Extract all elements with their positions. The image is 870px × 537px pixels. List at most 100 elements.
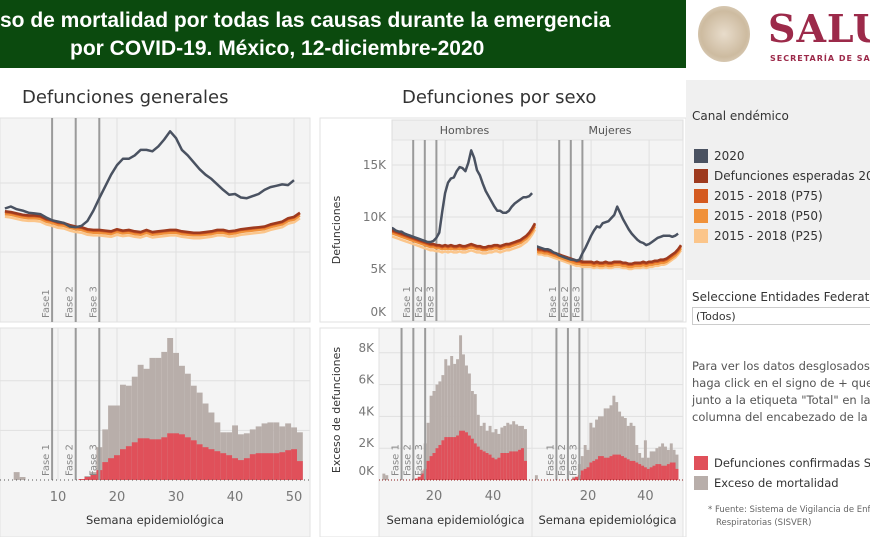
bar (618, 411, 622, 480)
bar (583, 445, 587, 480)
bar (658, 446, 662, 480)
bar (143, 438, 150, 480)
phase-label: Fase 2 (65, 444, 76, 476)
bar (453, 363, 457, 480)
phase-label: Fase1 (41, 289, 52, 318)
sex-lines-facet (536, 139, 684, 322)
phase-label: Fase 3 (88, 444, 99, 476)
bar (447, 365, 451, 480)
bar (512, 421, 516, 480)
bar (78, 479, 85, 480)
bar (586, 467, 590, 480)
bar (184, 437, 191, 480)
bar (470, 438, 474, 480)
bar (494, 459, 498, 480)
bar (456, 359, 460, 480)
bar (669, 443, 673, 480)
bar (503, 425, 507, 480)
bar (626, 459, 630, 480)
bar (432, 391, 436, 480)
bar (649, 467, 653, 480)
logo-text: SALU (768, 6, 870, 51)
bar (459, 335, 463, 480)
general-lines-panel-plot: Fase1 Fase 2 Fase 3 (0, 118, 310, 322)
legend-item-p25[interactable]: 2015 - 2018 (P25) (694, 229, 823, 245)
bar (243, 433, 250, 480)
x-axis-title: Semana epidemiológica (538, 513, 676, 527)
bar (606, 408, 610, 480)
footnote-line: * Fuente: Sistema de Vigilancia de Enfe (708, 505, 870, 515)
bar (629, 422, 633, 480)
tick-label: 0K (370, 305, 387, 319)
bar (155, 357, 162, 480)
bar (669, 462, 673, 480)
bar (296, 432, 303, 480)
bar (149, 439, 156, 480)
bar (497, 433, 501, 480)
phase-label: Fase 3 (425, 286, 436, 318)
legend-label: Defunciones confirmadas SARS (714, 456, 870, 470)
legend-item-expected[interactable]: Defunciones esperadas 201 (694, 169, 870, 185)
bar (114, 455, 120, 480)
x-axis-title: Semana epidemiológica (86, 513, 224, 527)
phase-label: Fase 1 (391, 444, 402, 476)
series-line (4, 130, 295, 229)
bar (414, 478, 418, 480)
bar (279, 452, 286, 480)
bar (179, 434, 185, 480)
bar (509, 451, 513, 480)
bar (612, 454, 616, 480)
phase-label: Fase 2 (557, 444, 568, 476)
bar (575, 476, 578, 480)
bar (196, 444, 203, 480)
bar (524, 460, 527, 480)
bar (506, 453, 510, 480)
bar (291, 449, 297, 480)
bar (623, 457, 627, 480)
bar (456, 435, 460, 480)
tick-label: 8K (358, 341, 375, 355)
bar (586, 449, 590, 480)
phase-label: Fase 3 (414, 444, 425, 476)
legend-item-2020[interactable]: 2020 (694, 149, 745, 165)
bar (652, 465, 656, 480)
tick-label: 30 (168, 490, 185, 505)
bar (226, 455, 233, 480)
tick-label: 40 (227, 490, 244, 505)
legend-item-p75[interactable]: 2015 - 2018 (P75) (694, 189, 823, 205)
entity-filter-dropdown[interactable]: (Todos) (692, 307, 870, 325)
bar (131, 442, 138, 480)
tick-label: 20 (109, 490, 126, 505)
phase-label: Fase 2 (560, 286, 571, 318)
bar (84, 477, 91, 480)
bar (621, 416, 624, 480)
legend-swatch (694, 476, 708, 490)
legend-item-p50[interactable]: 2015 - 2018 (P50) (694, 209, 823, 225)
bar (623, 418, 627, 480)
y-axis-title: Defunciones (330, 196, 343, 265)
bar (125, 385, 132, 480)
bar (465, 365, 468, 480)
legend-swatch (694, 169, 708, 183)
bar (609, 405, 613, 480)
bar (90, 474, 97, 480)
series-line (537, 249, 683, 271)
bar (643, 440, 647, 481)
series-line (392, 225, 537, 252)
facet-label: Mujeres (588, 124, 631, 137)
bar (232, 458, 238, 480)
bar (632, 460, 636, 480)
legend-item-excess[interactable]: Exceso de mortalidad (694, 476, 839, 490)
bar (491, 432, 495, 480)
bar (600, 456, 604, 480)
bar (635, 462, 639, 480)
bar (612, 395, 616, 480)
bar (649, 451, 653, 480)
bar (661, 443, 665, 480)
bar (664, 465, 667, 480)
facet-label: Hombres (440, 124, 490, 137)
legend-item-confirmed[interactable]: Defunciones confirmadas SARS (694, 456, 870, 470)
legend-swatch (694, 209, 708, 223)
bar (173, 433, 179, 480)
bar (641, 465, 645, 480)
